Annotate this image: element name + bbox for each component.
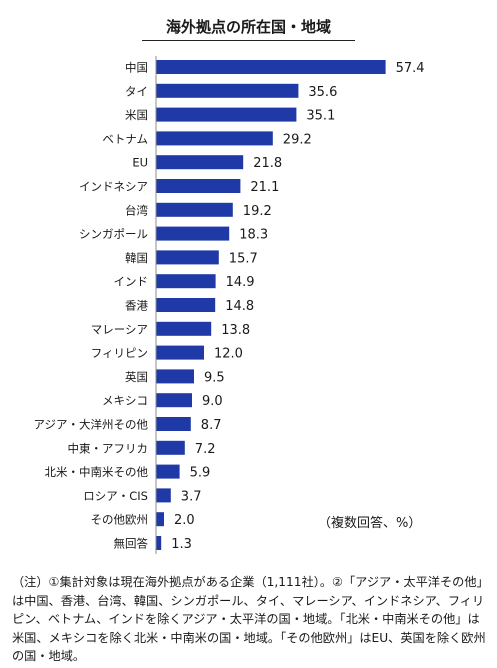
bar xyxy=(156,488,171,503)
category-label: 無回答 xyxy=(114,537,149,551)
footnote: （注）①集計対象は現在海外拠点がある企業（1,111社）。②「アジア・太平洋その… xyxy=(12,575,489,663)
category-label: アジア・大洋州その他 xyxy=(33,418,148,432)
value-label: 18.3 xyxy=(239,228,268,243)
value-label: 35.1 xyxy=(306,109,335,124)
bar xyxy=(156,440,185,455)
bar xyxy=(156,298,216,312)
bar xyxy=(156,393,192,408)
value-label: 13.8 xyxy=(221,323,250,338)
category-label: 米国 xyxy=(125,108,148,122)
title-underline xyxy=(142,40,355,41)
bar xyxy=(156,369,194,384)
bar xyxy=(156,155,244,170)
bar xyxy=(156,512,164,527)
value-label: 19.2 xyxy=(243,204,272,219)
bar xyxy=(156,83,299,98)
value-label: 9.5 xyxy=(204,370,225,385)
bar xyxy=(156,417,191,431)
category-label: 香港 xyxy=(125,299,148,313)
value-label: 21.1 xyxy=(250,180,279,195)
bar xyxy=(156,226,230,241)
bar xyxy=(156,536,162,550)
category-label: タイ xyxy=(125,84,148,98)
bar xyxy=(156,250,219,265)
value-label: 35.6 xyxy=(308,85,337,100)
category-label: ベトナム xyxy=(102,132,148,146)
bar xyxy=(156,345,204,360)
category-label: 台湾 xyxy=(125,203,148,217)
value-label: 9.0 xyxy=(202,394,223,409)
bar xyxy=(156,131,273,146)
bar-chart: 中国 57.4 タイ 35.6 米国 35.1 ベトナム 29.2 EU 21.8 インドネシア 21… xyxy=(33,56,425,554)
category-label: マレーシア xyxy=(91,322,148,336)
value-label: 15.7 xyxy=(229,251,258,266)
category-label: フィリピン xyxy=(91,346,148,360)
category-label: 中国 xyxy=(125,61,148,75)
category-label: シンガポール xyxy=(79,227,148,241)
value-label: 21.8 xyxy=(253,156,282,171)
value-label: 1.3 xyxy=(171,537,192,552)
unit-note: （複数回答、%） xyxy=(318,516,422,531)
category-label: インド xyxy=(114,275,149,289)
category-label: 韓国 xyxy=(125,251,148,265)
value-label: 57.4 xyxy=(396,61,425,76)
category-label: その他欧州 xyxy=(91,513,149,527)
category-label: インドネシア xyxy=(79,180,148,194)
value-label: 29.2 xyxy=(283,132,312,147)
category-label: 中東・アフリカ xyxy=(68,441,149,455)
value-label: 8.7 xyxy=(201,418,222,433)
value-label: 3.7 xyxy=(181,489,202,504)
bar xyxy=(156,202,233,217)
value-label: 14.9 xyxy=(226,275,255,290)
bar xyxy=(156,60,386,74)
category-label: メキシコ xyxy=(102,394,148,408)
bar xyxy=(156,179,241,193)
value-label: 14.8 xyxy=(225,299,254,314)
value-label: 5.9 xyxy=(190,466,211,481)
bar xyxy=(156,321,212,336)
chart-title: 海外拠点の所在国・地域 xyxy=(165,18,331,36)
category-label: 英国 xyxy=(125,370,148,384)
category-label: 北米・中南米その他 xyxy=(45,465,149,479)
value-label: 7.2 xyxy=(195,442,216,457)
category-label: EU xyxy=(132,156,148,170)
value-label: 2.0 xyxy=(174,513,195,528)
bar xyxy=(156,274,216,289)
bar xyxy=(156,464,180,479)
bar xyxy=(156,107,297,122)
category-label: ロシア・CIS xyxy=(83,489,148,503)
value-label: 12.0 xyxy=(214,347,243,362)
